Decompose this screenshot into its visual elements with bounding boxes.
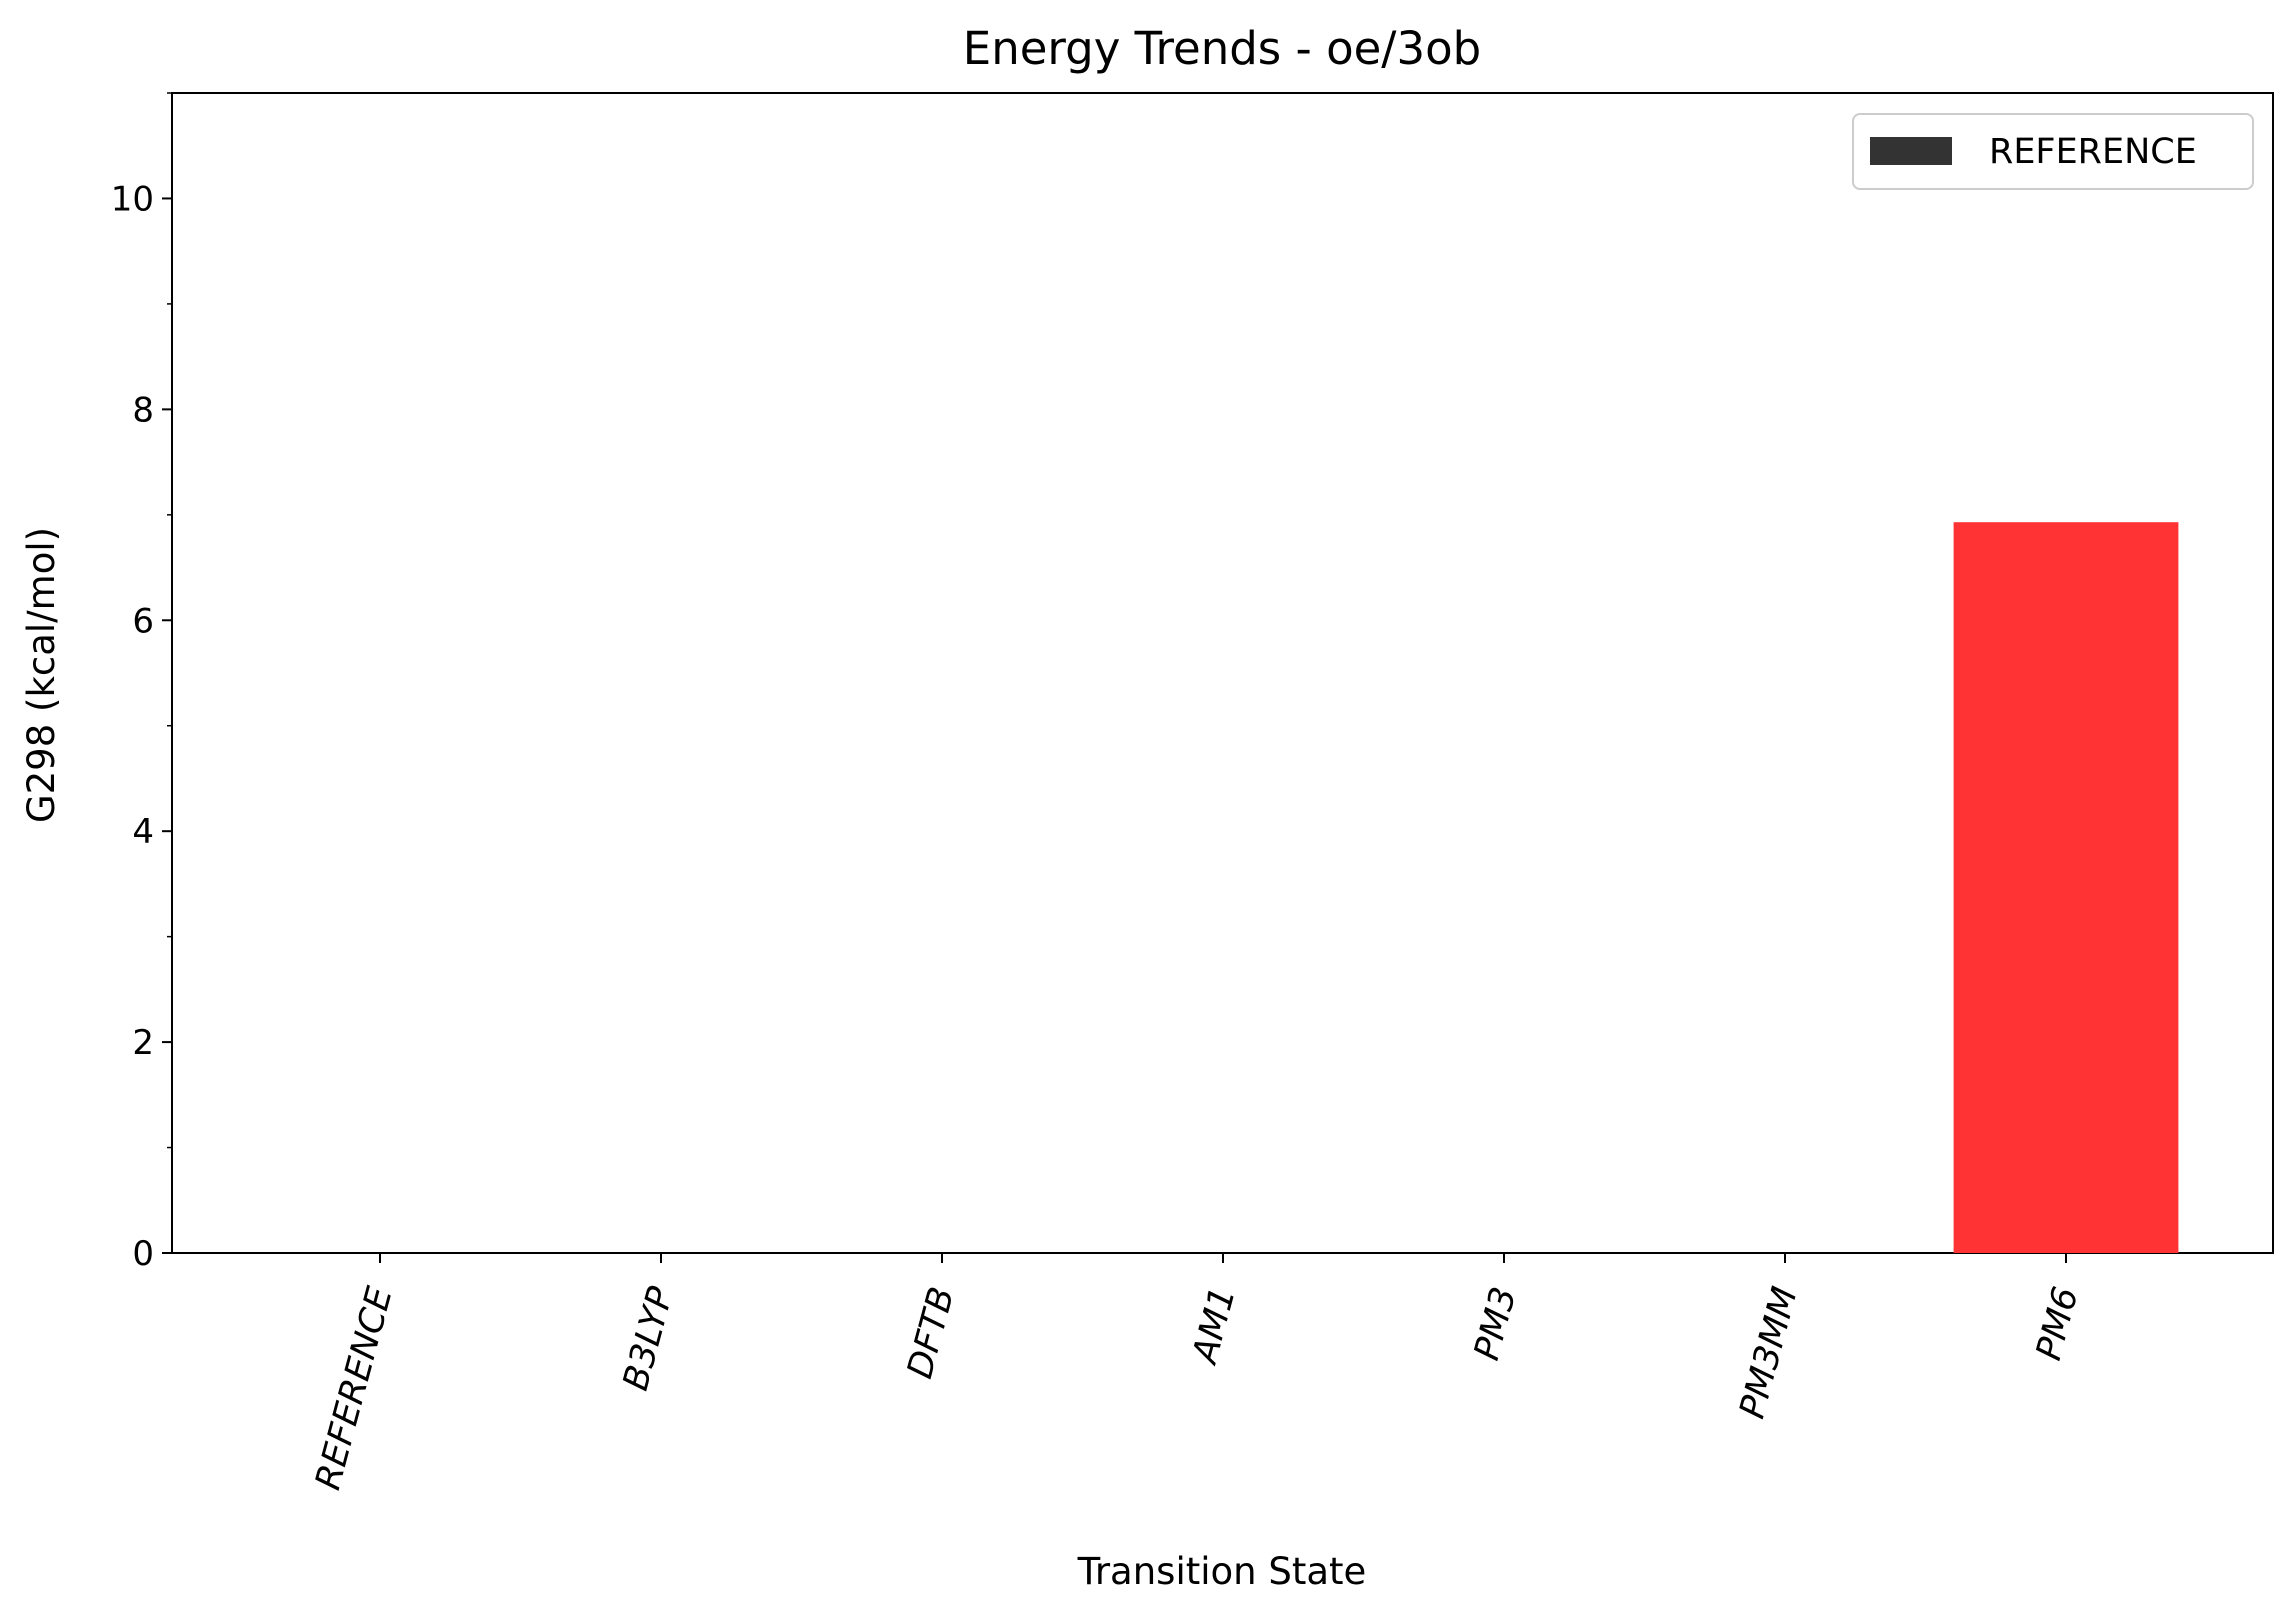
legend-swatch — [1870, 137, 1952, 165]
y-tick-label: 6 — [132, 601, 154, 641]
legend: REFERENCE — [1852, 113, 2254, 190]
legend-entry-label: REFERENCE — [1989, 132, 2197, 172]
y-tick-label: 0 — [132, 1234, 154, 1274]
legend-frame — [1852, 113, 2254, 190]
y-tick-label: 8 — [132, 390, 154, 430]
y-tick-label: 2 — [132, 1023, 154, 1063]
bar-group — [1953, 522, 2179, 1253]
y-axis-ticks: 0 2 4 6 8 10 — [111, 92, 172, 1274]
y-tick-label: 10 — [111, 179, 154, 219]
y-axis-label: G298 (kcal/mol) — [20, 527, 63, 823]
bar-pm6 — [1953, 522, 2179, 1253]
y-tick-label: 4 — [132, 812, 154, 852]
chart-title: Energy Trends - oe/3ob — [963, 22, 1481, 75]
x-axis-label: Transition State — [1077, 1550, 1367, 1593]
